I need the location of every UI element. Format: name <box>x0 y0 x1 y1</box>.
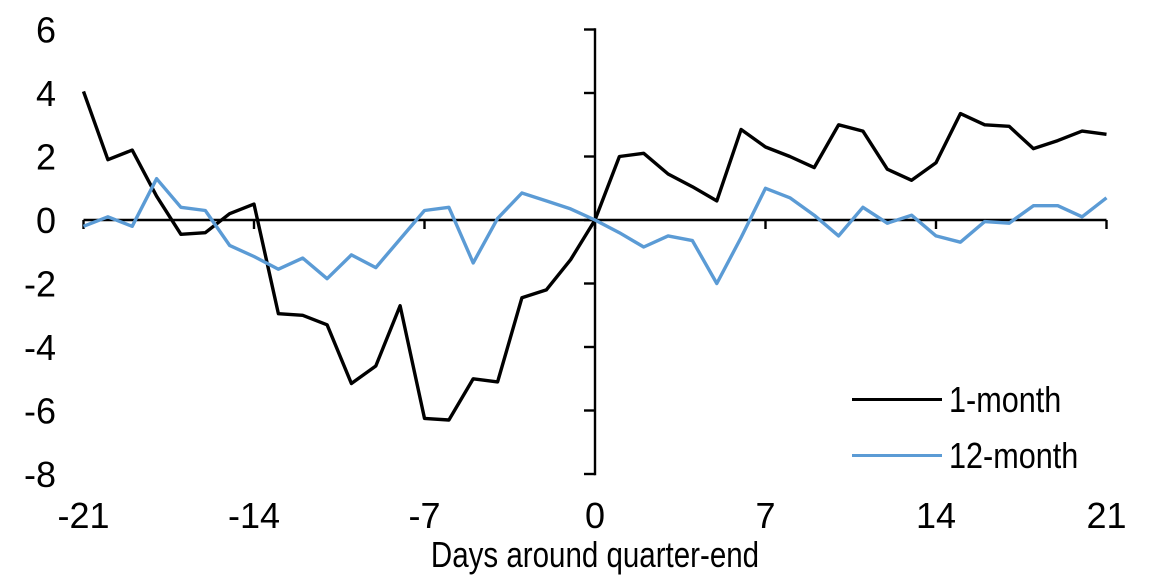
legend-line-12-month-icon <box>852 453 942 458</box>
x-axis-title: Days around quarter-end <box>430 534 760 575</box>
series-12-month-line <box>82 176 1108 286</box>
y-axis-tick-label: -8 <box>24 454 56 495</box>
legend-label-1-month: 1-month <box>949 378 1062 420</box>
x-axis-tick-label: -14 <box>228 495 280 536</box>
x-axis-tick-label: -21 <box>57 495 109 536</box>
x-axis-tick-label: 21 <box>1086 495 1126 536</box>
legend: 1-month 12-month <box>852 378 1101 477</box>
y-axis-tick-label: 6 <box>36 10 56 51</box>
x-axis-tick-label: 7 <box>755 495 775 536</box>
y-axis-tick-label: 0 <box>36 200 56 241</box>
x-axis-tick-label: -7 <box>408 495 440 536</box>
y-axis-tick-label: -6 <box>24 391 56 432</box>
x-axis-tick-label: 0 <box>585 495 605 536</box>
y-axis-tick-label: -4 <box>24 327 56 368</box>
y-axis-tick-label: -2 <box>24 264 56 305</box>
legend-line-1-month-icon <box>852 397 942 402</box>
legend-label-12-month: 12-month <box>949 434 1079 476</box>
x-axis-tick-label: 14 <box>916 495 956 536</box>
y-axis-tick-label: 4 <box>36 73 56 114</box>
y-axis-tick-label: 2 <box>36 137 56 178</box>
legend-item-12-month: 12-month <box>852 434 1101 477</box>
legend-item-1-month: 1-month <box>852 378 1101 421</box>
